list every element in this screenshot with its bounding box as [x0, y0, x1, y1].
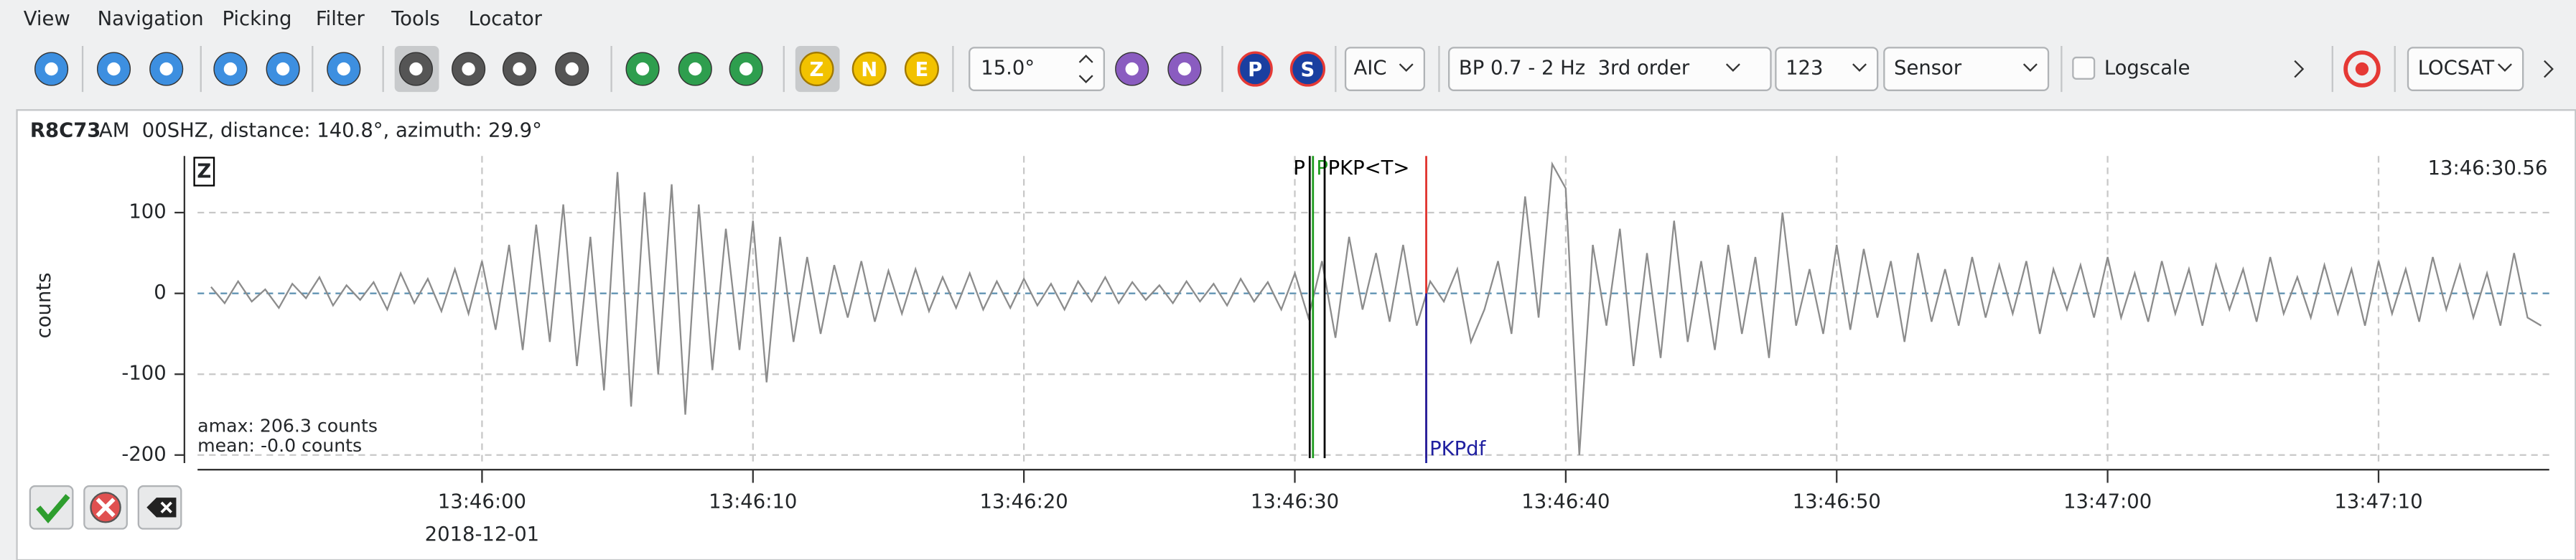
locator-value: LOCSAT	[2418, 57, 2495, 80]
menu-item[interactable]: Picking	[222, 8, 291, 30]
annotation: mean: -0.0 counts	[197, 435, 362, 456]
y-axis-label: counts	[33, 273, 55, 339]
angle-value: 15.0°	[981, 57, 1035, 80]
locator-combo[interactable]	[2407, 47, 2524, 91]
toolbar-button-glyph	[635, 62, 650, 76]
accept-button[interactable]	[29, 485, 74, 530]
unit-combo[interactable]	[1883, 47, 2050, 91]
accept-icon	[36, 494, 70, 523]
menu-item[interactable]: Filter	[316, 8, 365, 30]
trace-info: AM 00SHZ, distance: 140.8°, azimuth: 29.…	[99, 119, 542, 141]
component-label: N	[861, 59, 877, 81]
toolbar-button-glyph	[107, 62, 121, 76]
x-tick-label: 13:47:00	[2063, 490, 2152, 513]
y-tick-label: -200	[121, 443, 166, 465]
toolbar-button-glyph	[276, 62, 290, 76]
x-tick-label: 13:46:00	[438, 490, 526, 513]
component-label: Z	[197, 161, 211, 183]
phase-button[interactable]	[1237, 51, 1273, 87]
plot: 100 0 -100 -200 13:46:00 13:46:10 13:46:20 13:4…	[33, 156, 2549, 546]
menu-item[interactable]: Navigation	[98, 8, 204, 30]
toolbar-button-glyph	[159, 62, 173, 76]
stream-combo[interactable]	[1775, 47, 1879, 91]
spin-arrows	[1078, 55, 1093, 83]
component-label: E	[915, 59, 929, 81]
component-button[interactable]	[904, 52, 939, 87]
clear-icon	[146, 498, 177, 518]
pick-label: P	[1316, 157, 1328, 179]
trace-buttons	[29, 485, 182, 530]
reject-cross	[95, 498, 116, 518]
waveform	[210, 161, 2542, 455]
time-label: 13:46:30.56	[2428, 157, 2548, 179]
toolbar-button-glyph	[462, 62, 475, 76]
picker-value: AIC	[1353, 57, 1386, 80]
target-icon-center	[2355, 62, 2369, 76]
angle-spin[interactable]	[969, 47, 1105, 91]
toolbar-button-glyph	[45, 62, 58, 76]
toolbar-button-glyph	[337, 62, 350, 76]
date-label: 2018-12-01	[425, 523, 539, 546]
station-code: R8C73	[30, 119, 101, 141]
pick-label: PKPdf	[1429, 438, 1486, 460]
logscale-label: Logscale	[2104, 57, 2190, 80]
toolbar-button-glyph	[565, 62, 579, 76]
x-tick-label: 13:46:20	[980, 490, 1068, 513]
filter-value: BP 0.7 - 2 Hz 3rd order	[1459, 57, 1690, 80]
filter-combo[interactable]	[1448, 47, 1772, 91]
phase-label: P	[1248, 59, 1262, 81]
annotation: amax: 206.3 counts	[197, 416, 378, 437]
unit-value: Sensor	[1894, 57, 1962, 80]
x-tick-label: 13:46:50	[1793, 490, 1881, 513]
y-tick-label: 100	[129, 201, 166, 223]
menu-item[interactable]: Tools	[391, 8, 440, 30]
clear-cross	[160, 501, 172, 513]
pick-label: P	[1293, 157, 1305, 179]
component-button[interactable]	[799, 52, 834, 87]
y-tick-label: -100	[121, 363, 166, 385]
toolbar-button-glyph	[513, 62, 526, 76]
overflow-arrow-2[interactable]	[2544, 60, 2554, 78]
trace-panel	[16, 109, 2576, 560]
y-tick-label: 0	[154, 281, 166, 304]
target-icon[interactable]	[2343, 50, 2381, 88]
component-label: Z	[810, 59, 824, 81]
x-tick-label: 13:47:10	[2334, 490, 2422, 513]
phase-label: S	[1301, 59, 1315, 81]
toolbar-button-glyph	[1125, 62, 1139, 76]
menu-item[interactable]: View	[24, 8, 70, 30]
toolbar-button-glyph	[409, 62, 423, 76]
component-box	[193, 157, 215, 187]
toolbar-button-glyph	[689, 62, 702, 76]
combo-arrows	[1399, 63, 2512, 72]
phase-button[interactable]	[1289, 51, 1326, 87]
stream-value: 123	[1786, 57, 1823, 80]
x-tick-label: 13:46:30	[1251, 490, 1339, 513]
logscale-checkbox[interactable]	[2072, 56, 2096, 80]
toolbar-button-glyph	[223, 62, 238, 76]
toolbar-button-glyph	[1177, 62, 1192, 76]
picker-combo[interactable]	[1344, 47, 1425, 91]
menu-item[interactable]: Locator	[469, 8, 543, 30]
component-button[interactable]	[851, 52, 887, 87]
pick-label: PKP<T>	[1328, 157, 1410, 179]
x-tick-label: 13:46:40	[1521, 490, 1610, 513]
toolbar-button-glyph	[739, 62, 753, 76]
menu-bar: View Navigation Picking Filter Tools Locator	[24, 8, 543, 30]
x-tick-label: 13:46:10	[709, 490, 797, 513]
overflow-arrow[interactable]	[2294, 60, 2305, 78]
